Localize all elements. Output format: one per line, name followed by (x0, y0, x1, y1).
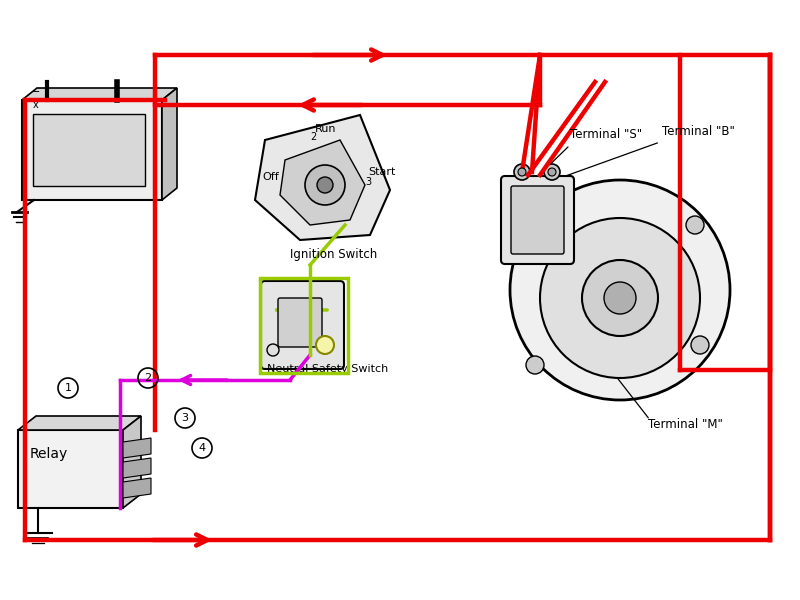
Polygon shape (123, 416, 141, 508)
Circle shape (305, 165, 345, 205)
Circle shape (514, 164, 530, 180)
Polygon shape (123, 458, 151, 478)
FancyBboxPatch shape (261, 281, 344, 369)
Polygon shape (18, 430, 123, 508)
Circle shape (604, 282, 636, 314)
Text: 3: 3 (182, 413, 189, 423)
Circle shape (510, 180, 730, 400)
Circle shape (691, 336, 709, 354)
Text: 2: 2 (310, 132, 316, 142)
Circle shape (686, 216, 704, 234)
Text: 4: 4 (198, 443, 206, 453)
Polygon shape (280, 140, 365, 225)
Circle shape (518, 168, 526, 176)
Bar (260, 278, 348, 373)
Text: Terminal "B": Terminal "B" (662, 125, 735, 138)
Polygon shape (18, 416, 141, 430)
Text: Off: Off (262, 172, 278, 182)
Circle shape (267, 344, 279, 356)
Text: −: − (31, 87, 41, 97)
Circle shape (544, 164, 560, 180)
Text: Terminal "M": Terminal "M" (648, 418, 723, 431)
Text: Relay: Relay (30, 447, 68, 461)
Circle shape (526, 356, 544, 374)
Text: 3: 3 (365, 177, 371, 187)
Text: 1: 1 (65, 383, 71, 393)
Polygon shape (123, 438, 151, 458)
Circle shape (582, 260, 658, 336)
Text: Ignition Switch: Ignition Switch (290, 248, 378, 261)
Text: Terminal "S": Terminal "S" (570, 128, 642, 141)
Polygon shape (123, 478, 151, 498)
Circle shape (548, 168, 556, 176)
Circle shape (540, 218, 700, 378)
Text: 2: 2 (145, 373, 151, 383)
Circle shape (316, 336, 334, 354)
FancyBboxPatch shape (33, 114, 145, 186)
Polygon shape (255, 115, 390, 240)
Polygon shape (22, 100, 162, 200)
Polygon shape (162, 88, 177, 200)
Circle shape (317, 177, 333, 193)
FancyBboxPatch shape (278, 298, 322, 347)
Text: Start: Start (368, 167, 395, 177)
Polygon shape (22, 88, 177, 100)
Text: Neutral Safety Switch: Neutral Safety Switch (267, 364, 388, 374)
FancyBboxPatch shape (511, 186, 564, 254)
FancyBboxPatch shape (501, 176, 574, 264)
Text: Run: Run (315, 124, 337, 134)
Text: x: x (33, 100, 39, 110)
